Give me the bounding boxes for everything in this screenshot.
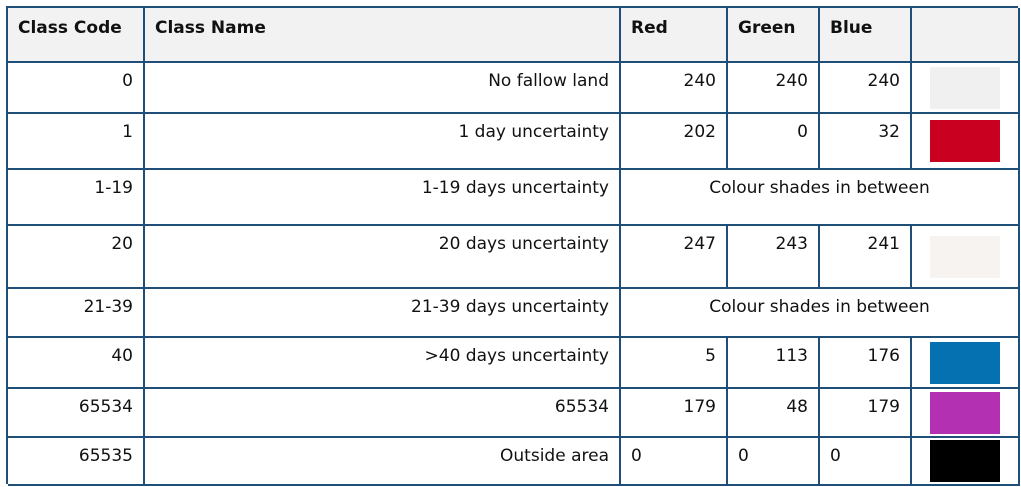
header-color-swatch: [912, 8, 1020, 63]
row-red-value: 5: [621, 338, 728, 389]
row-swatch-cell: [912, 438, 1020, 486]
row-green-value: 113: [728, 338, 820, 389]
row-red-value: 247: [621, 226, 728, 289]
class-color-table: Class Code Class Name Red Green Blue 0 N…: [6, 6, 1018, 484]
row-class-code: 0: [8, 63, 145, 114]
header-class-name: Class Name: [145, 8, 621, 63]
row-blue-value: 0: [820, 438, 912, 486]
color-swatch: [930, 342, 1000, 384]
row-class-code: 1: [8, 114, 145, 170]
color-swatch: [930, 392, 1000, 434]
row-red-value: 240: [621, 63, 728, 114]
color-swatch: [930, 67, 1000, 109]
row-class-name: 65534: [145, 389, 621, 438]
row-red-value: 202: [621, 114, 728, 170]
header-blue: Blue: [820, 8, 912, 63]
header-red: Red: [621, 8, 728, 63]
row-swatch-cell: [912, 63, 1020, 114]
row-blue-value: 241: [820, 226, 912, 289]
row-class-code: 20: [8, 226, 145, 289]
row-class-code: 65535: [8, 438, 145, 486]
row-green-value: 0: [728, 438, 820, 486]
row-class-code: 40: [8, 338, 145, 389]
row-green-value: 243: [728, 226, 820, 289]
row-blue-value: 240: [820, 63, 912, 114]
header-class-code: Class Code: [8, 8, 145, 63]
row-swatch-cell: [912, 114, 1020, 170]
row-class-name: No fallow land: [145, 63, 621, 114]
row-class-name: 1 day uncertainty: [145, 114, 621, 170]
row-blue-value: 176: [820, 338, 912, 389]
row-shade-note: Colour shades in between: [621, 289, 1020, 338]
row-blue-value: 179: [820, 389, 912, 438]
row-class-code: 65534: [8, 389, 145, 438]
row-shade-note: Colour shades in between: [621, 170, 1020, 226]
color-swatch: [930, 236, 1000, 278]
row-green-value: 240: [728, 63, 820, 114]
row-class-code: 21-39: [8, 289, 145, 338]
row-class-name: 20 days uncertainty: [145, 226, 621, 289]
row-class-name: 1-19 days uncertainty: [145, 170, 621, 226]
row-swatch-cell: [912, 338, 1020, 389]
row-class-name: >40 days uncertainty: [145, 338, 621, 389]
header-green: Green: [728, 8, 820, 63]
color-swatch: [930, 120, 1000, 162]
row-red-value: 179: [621, 389, 728, 438]
row-class-name: 21-39 days uncertainty: [145, 289, 621, 338]
row-class-name: Outside area: [145, 438, 621, 486]
row-blue-value: 32: [820, 114, 912, 170]
row-class-code: 1-19: [8, 170, 145, 226]
row-green-value: 48: [728, 389, 820, 438]
row-swatch-cell: [912, 389, 1020, 438]
row-red-value: 0: [621, 438, 728, 486]
row-green-value: 0: [728, 114, 820, 170]
row-swatch-cell: [912, 226, 1020, 289]
color-swatch: [930, 440, 1000, 482]
